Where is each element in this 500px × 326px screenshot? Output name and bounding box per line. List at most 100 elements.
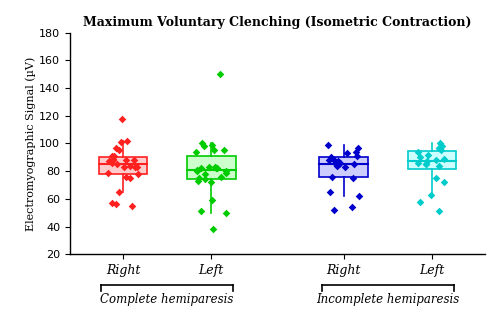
Point bbox=[109, 157, 117, 163]
Point bbox=[341, 164, 349, 170]
Point bbox=[193, 169, 201, 174]
Point bbox=[222, 210, 230, 215]
Point bbox=[194, 178, 202, 184]
Point bbox=[198, 141, 205, 146]
Title: Maximum Voluntary Clenching (Isometric Contraction): Maximum Voluntary Clenching (Isometric C… bbox=[83, 16, 472, 29]
Point bbox=[350, 162, 358, 167]
Point bbox=[210, 148, 218, 153]
Point bbox=[134, 171, 142, 177]
Point bbox=[435, 209, 443, 214]
Point bbox=[354, 145, 362, 150]
Point bbox=[440, 180, 448, 185]
Point bbox=[414, 149, 422, 154]
Point bbox=[112, 145, 120, 150]
Point bbox=[348, 205, 356, 210]
Point bbox=[198, 209, 205, 214]
Point bbox=[192, 149, 200, 154]
Point bbox=[326, 155, 334, 160]
Point bbox=[122, 174, 130, 179]
Point bbox=[330, 207, 338, 213]
Point bbox=[352, 149, 360, 154]
Point bbox=[326, 157, 334, 163]
Point bbox=[202, 171, 209, 177]
Point bbox=[108, 160, 116, 165]
Point bbox=[332, 162, 340, 167]
Y-axis label: Electromyographic Signal (µV): Electromyographic Signal (µV) bbox=[26, 56, 36, 230]
Point bbox=[416, 199, 424, 204]
Bar bbox=[187, 156, 236, 179]
Point bbox=[120, 164, 128, 170]
Point bbox=[197, 166, 205, 171]
Point bbox=[216, 71, 224, 77]
Point bbox=[424, 152, 432, 157]
Point bbox=[118, 116, 126, 121]
Point bbox=[333, 163, 341, 168]
Point bbox=[115, 148, 123, 153]
Point bbox=[208, 142, 216, 147]
Point bbox=[122, 138, 130, 143]
Point bbox=[328, 174, 336, 179]
Bar bbox=[408, 151, 457, 169]
Point bbox=[108, 200, 116, 206]
Point bbox=[196, 175, 203, 181]
Point bbox=[194, 167, 202, 172]
Point bbox=[128, 203, 136, 208]
Point bbox=[416, 155, 424, 160]
Point bbox=[220, 148, 228, 153]
Point bbox=[134, 164, 141, 170]
Point bbox=[355, 193, 363, 199]
Point bbox=[438, 143, 446, 149]
Point bbox=[432, 175, 440, 181]
Point bbox=[343, 151, 351, 156]
Point bbox=[436, 141, 444, 146]
Point bbox=[432, 157, 440, 163]
Point bbox=[109, 156, 117, 161]
Point bbox=[130, 157, 138, 163]
Point bbox=[422, 162, 430, 167]
Point bbox=[213, 166, 221, 171]
Point bbox=[440, 156, 448, 161]
Point bbox=[122, 157, 130, 163]
Bar bbox=[98, 156, 148, 173]
Point bbox=[434, 145, 442, 150]
Point bbox=[113, 162, 121, 167]
Point bbox=[112, 202, 120, 207]
Point bbox=[105, 159, 113, 164]
Text: Incomplete hemiparesis: Incomplete hemiparesis bbox=[316, 293, 460, 306]
Point bbox=[126, 175, 134, 181]
Point bbox=[207, 180, 215, 185]
Point bbox=[324, 142, 332, 147]
Point bbox=[130, 164, 138, 170]
Point bbox=[436, 145, 444, 150]
Text: Complete hemiparesis: Complete hemiparesis bbox=[100, 293, 234, 306]
Point bbox=[427, 192, 435, 197]
Point bbox=[217, 174, 225, 179]
Point bbox=[436, 148, 444, 153]
Point bbox=[114, 189, 122, 195]
Point bbox=[117, 140, 125, 145]
Point bbox=[108, 153, 116, 158]
Point bbox=[126, 163, 134, 168]
Point bbox=[422, 159, 430, 164]
Bar bbox=[320, 157, 368, 177]
Point bbox=[212, 166, 220, 171]
Point bbox=[326, 189, 334, 195]
Point bbox=[335, 162, 343, 167]
Point bbox=[353, 153, 361, 158]
Point bbox=[222, 169, 230, 174]
Point bbox=[414, 160, 422, 165]
Point bbox=[206, 164, 214, 170]
Point bbox=[200, 143, 207, 149]
Point bbox=[110, 153, 118, 158]
Point bbox=[209, 227, 217, 232]
Point bbox=[330, 157, 338, 163]
Point bbox=[350, 175, 358, 181]
Point bbox=[201, 177, 209, 182]
Point bbox=[436, 163, 444, 168]
Point bbox=[210, 164, 218, 170]
Point bbox=[208, 198, 216, 203]
Point bbox=[422, 162, 430, 167]
Point bbox=[336, 160, 344, 165]
Point bbox=[104, 170, 112, 175]
Point bbox=[334, 159, 342, 164]
